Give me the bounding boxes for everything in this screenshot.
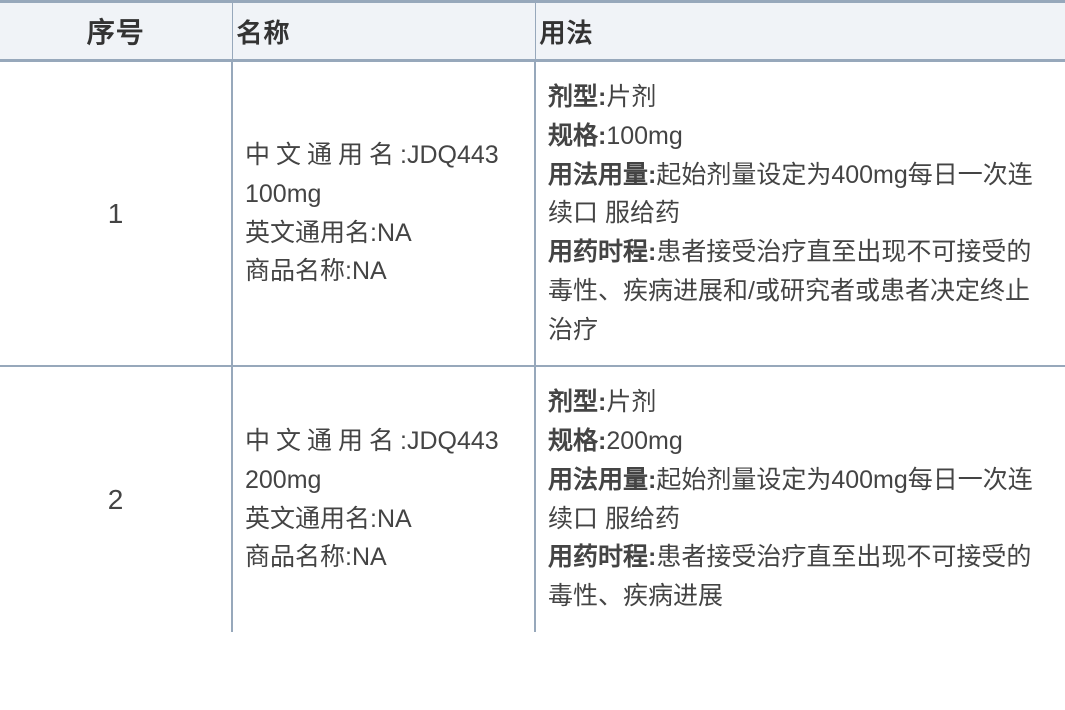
trade-name-value: NA	[352, 257, 387, 285]
spec-label: 规格	[548, 427, 606, 455]
table-row: 1 中文通用名:JDQ443 100mg 英文通用名:NA 商品名称:NA 剂型…	[0, 61, 1065, 367]
trade-name-value: NA	[352, 543, 387, 571]
form-label: 剂型	[548, 83, 606, 111]
duration-label: 用药时程	[548, 543, 656, 571]
colon: :	[345, 543, 352, 571]
cn-name-label: 中文通用名	[245, 427, 400, 455]
colon: :	[370, 219, 377, 247]
cell-seq: 1	[0, 61, 232, 367]
en-name-value: NA	[377, 219, 412, 247]
form-value: 片剂	[606, 388, 656, 416]
form-value: 片剂	[606, 83, 656, 111]
cell-name: 中文通用名:JDQ443 100mg 英文通用名:NA 商品名称:NA	[232, 61, 535, 367]
dosage-label: 用法用量	[548, 466, 656, 494]
medication-table: 序号 名称 用法 1 中文通用名:JDQ443 100mg 英文通用名:NA 商…	[0, 0, 1065, 632]
col-header-usage: 用法	[535, 2, 1065, 61]
duration-label: 用药时程	[548, 238, 656, 266]
colon: :	[400, 427, 407, 455]
col-header-seq: 序号	[0, 2, 232, 61]
cn-name-label: 中文通用名	[245, 141, 400, 169]
en-name-value: NA	[377, 505, 412, 533]
trade-name-label: 商品名称	[245, 257, 345, 285]
spec-value: 100mg	[606, 122, 682, 150]
table-row: 2 中文通用名:JDQ443 200mg 英文通用名:NA 商品名称:NA 剂型…	[0, 366, 1065, 632]
table-header: 序号 名称 用法	[0, 2, 1065, 61]
cell-usage: 剂型片剂 规格200mg 用法用量起始剂量设定为400mg每日一次连续口 服给药…	[535, 366, 1065, 632]
form-label: 剂型	[548, 388, 606, 416]
cell-seq: 2	[0, 366, 232, 632]
trade-name-label: 商品名称	[245, 543, 345, 571]
en-name-label: 英文通用名	[245, 219, 370, 247]
col-header-name: 名称	[232, 2, 535, 61]
spec-value: 200mg	[606, 427, 682, 455]
dosage-label: 用法用量	[548, 161, 656, 189]
en-name-label: 英文通用名	[245, 505, 370, 533]
cell-usage: 剂型片剂 规格100mg 用法用量起始剂量设定为400mg每日一次连续口 服给药…	[535, 61, 1065, 367]
colon: :	[400, 141, 407, 169]
spec-label: 规格	[548, 122, 606, 150]
colon: :	[345, 257, 352, 285]
cell-name: 中文通用名:JDQ443 200mg 英文通用名:NA 商品名称:NA	[232, 366, 535, 632]
colon: :	[370, 505, 377, 533]
